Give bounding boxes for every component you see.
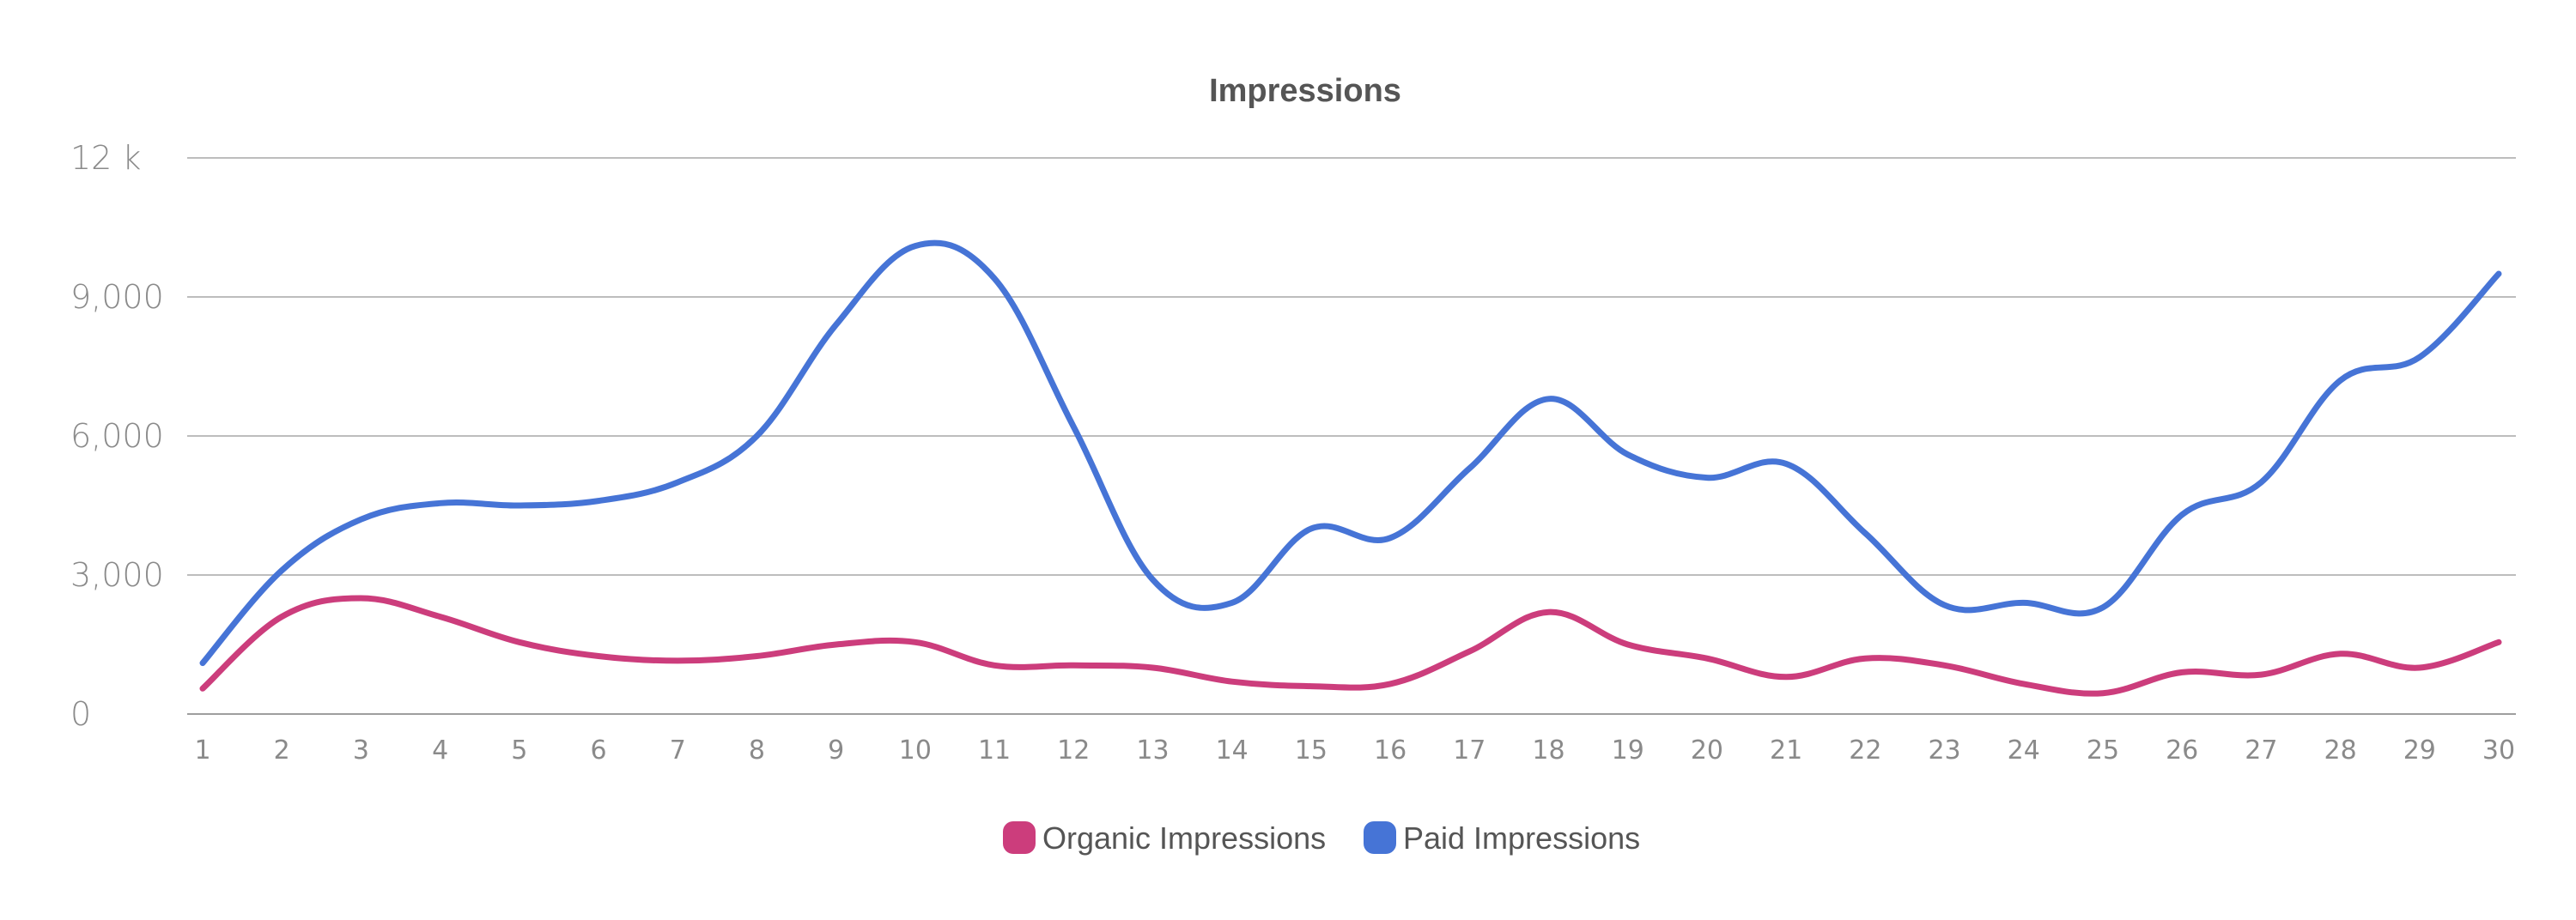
legend-item-paid-impressions[interactable]: Paid Impressions bbox=[1364, 820, 1640, 856]
x-tick-label: 11 bbox=[978, 735, 1011, 766]
legend-label: Organic Impressions bbox=[1042, 820, 1326, 856]
x-tick-label: 3 bbox=[353, 735, 369, 766]
y-tick-label: 6,000 bbox=[70, 417, 164, 455]
legend-item-organic-impressions[interactable]: Organic Impressions bbox=[1003, 820, 1326, 856]
x-tick-label: 30 bbox=[2482, 735, 2515, 766]
y-tick-label: 12 k bbox=[70, 139, 141, 177]
chart-title: Impressions bbox=[1209, 73, 1401, 109]
x-tick-label: 7 bbox=[670, 735, 686, 766]
x-tick-label: 25 bbox=[2087, 735, 2119, 766]
x-tick-label: 6 bbox=[590, 735, 606, 766]
x-tick-label: 22 bbox=[1849, 735, 1881, 766]
series-lines bbox=[199, 239, 2502, 697]
y-axis: 0 3,000 6,000 9,000 12 k bbox=[70, 139, 164, 733]
x-tick-label: 1 bbox=[194, 735, 210, 766]
grid bbox=[187, 157, 2516, 715]
x-tick-label: 20 bbox=[1691, 735, 1723, 766]
x-tick-label: 16 bbox=[1374, 735, 1406, 766]
x-tick-label: 5 bbox=[511, 735, 527, 766]
x-tick-label: 27 bbox=[2245, 735, 2277, 766]
y-tick-label: 0 bbox=[70, 695, 91, 733]
x-tick-label: 26 bbox=[2166, 735, 2198, 766]
x-tick-label: 9 bbox=[828, 735, 844, 766]
x-tick-label: 14 bbox=[1216, 735, 1249, 766]
x-tick-label: 18 bbox=[1532, 735, 1564, 766]
x-tick-label: 4 bbox=[432, 735, 448, 766]
x-tick-label: 24 bbox=[2008, 735, 2040, 766]
x-tick-label: 17 bbox=[1453, 735, 1485, 766]
x-axis: 1 2 3 4 5 6 7 8 9 10 11 12 13 14 15 16 17 18 19 20 21 22 23 24 2… bbox=[194, 735, 2515, 766]
x-tick-label: 19 bbox=[1612, 735, 1644, 766]
x-tick-label: 29 bbox=[2403, 735, 2436, 766]
x-tick-label: 28 bbox=[2324, 735, 2356, 766]
x-tick-label: 15 bbox=[1295, 735, 1327, 766]
y-tick-label: 3,000 bbox=[70, 556, 164, 594]
legend[interactable]: Organic Impressions Paid Impressions bbox=[1003, 820, 1640, 856]
legend-swatch bbox=[1003, 821, 1036, 854]
x-tick-label: 23 bbox=[1928, 735, 1960, 766]
legend-swatch bbox=[1364, 821, 1396, 854]
series-line-organic-impressions[interactable] bbox=[199, 595, 2502, 697]
y-tick-label: 9,000 bbox=[70, 278, 164, 316]
legend-label: Paid Impressions bbox=[1403, 820, 1640, 856]
x-tick-label: 21 bbox=[1770, 735, 1802, 766]
x-tick-label: 8 bbox=[749, 735, 765, 766]
x-tick-label: 13 bbox=[1136, 735, 1169, 766]
x-tick-label: 10 bbox=[899, 735, 932, 766]
series-line-paid-impressions[interactable] bbox=[199, 239, 2502, 667]
x-tick-label: 2 bbox=[274, 735, 290, 766]
x-tick-label: 12 bbox=[1057, 735, 1090, 766]
